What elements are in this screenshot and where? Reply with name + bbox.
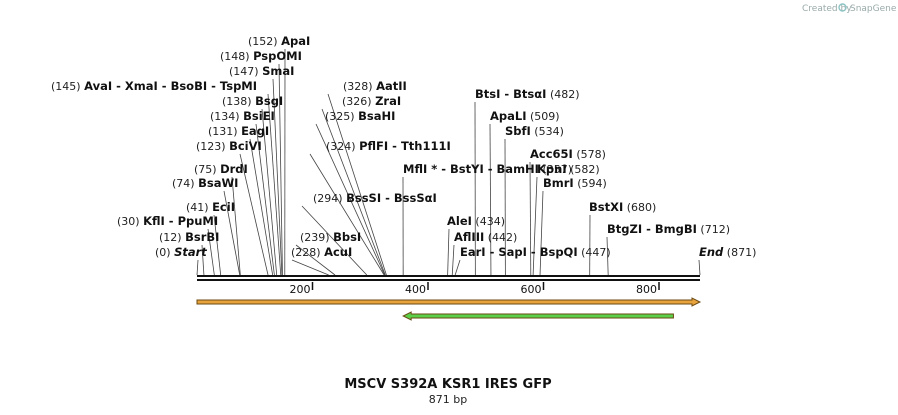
site-label[interactable]: Acc65I (578) xyxy=(530,147,606,161)
site-connector xyxy=(315,123,386,276)
site-label[interactable]: SbfI (534) xyxy=(505,124,564,138)
site-label[interactable]: (0) Start xyxy=(155,245,207,259)
features xyxy=(196,297,702,321)
site-connector xyxy=(261,108,278,276)
site-connector xyxy=(529,161,532,276)
site-label[interactable]: (131) EagI xyxy=(208,124,269,138)
site-label[interactable]: (325) BsaHI xyxy=(325,109,395,123)
site-label[interactable]: (134) BsiEI xyxy=(210,109,275,123)
site-label[interactable]: BmrI (594) xyxy=(543,176,607,190)
site-label[interactable]: ApaLI (509) xyxy=(490,109,560,123)
site-connector xyxy=(249,138,274,276)
site-label[interactable]: (147) SmaI xyxy=(229,64,294,78)
site-label[interactable]: (152) ApaI xyxy=(248,34,310,48)
site-label[interactable]: (228) AcuI xyxy=(291,245,352,259)
site-label[interactable]: AflIII (442) xyxy=(454,230,517,244)
ruler-ticks: 200 400 600 800 xyxy=(289,282,660,296)
site-connector xyxy=(539,190,544,276)
site-labels: (0) Start(12) BsrBI (30) KflI - PpuMI(41)… xyxy=(51,34,756,259)
site-label[interactable]: (12) BsrBI xyxy=(159,230,219,244)
site-connector xyxy=(231,176,241,276)
site-connector xyxy=(255,123,275,276)
site-connector xyxy=(451,244,455,276)
ruler-tick-label: 600 xyxy=(520,283,541,296)
site-label[interactable]: (148) PspOMI xyxy=(220,49,302,63)
site-label[interactable]: (324) PflFI - Tth111I xyxy=(326,139,451,153)
site-label[interactable]: (74) BsaWI xyxy=(172,176,238,190)
site-label[interactable]: BtsI - BtsαI (482) xyxy=(475,87,580,101)
orange-feature[interactable] xyxy=(196,297,702,307)
site-connector xyxy=(454,259,461,276)
site-connector xyxy=(278,63,283,276)
site-label[interactable]: (294) BssSI - BssSαI xyxy=(313,191,437,205)
site-label[interactable]: (75) DrdI xyxy=(194,162,248,176)
site-label[interactable]: (123) BciVI xyxy=(196,139,262,153)
site-connector xyxy=(447,228,450,276)
site-connector xyxy=(207,228,215,276)
map-length: 871 bp xyxy=(429,393,467,406)
brand-created-by: Created by xyxy=(802,4,852,14)
site-connector xyxy=(321,108,386,276)
ruler-tick-label: 400 xyxy=(405,283,426,296)
gfp-feature[interactable] xyxy=(402,311,674,321)
map-title: MSCV S392A KSR1 IRES GFP xyxy=(344,377,551,392)
site-label[interactable]: End (871) xyxy=(699,245,756,259)
site-connector xyxy=(223,190,241,276)
backbone xyxy=(197,275,700,281)
site-connector xyxy=(267,93,282,276)
site-connector xyxy=(698,259,701,276)
site-label[interactable]: (138) BsgI xyxy=(222,94,283,108)
site-connector xyxy=(239,153,269,276)
site-label[interactable]: MflI * - BstYI - BamHI (357) xyxy=(403,162,572,176)
site-connector xyxy=(213,214,222,276)
site-connector xyxy=(327,93,387,276)
ruler-tick-label: 200 xyxy=(289,283,310,296)
site-label[interactable]: BstXI (680) xyxy=(589,200,656,214)
site-connector xyxy=(196,259,199,276)
site-label[interactable]: AleI (434) xyxy=(447,214,505,228)
site-label[interactable]: (41) EciI xyxy=(186,200,235,214)
snapgene-logo-icon xyxy=(838,3,847,12)
brand-app-name: SnapGene xyxy=(850,4,897,14)
site-connector xyxy=(301,205,368,276)
site-connector xyxy=(489,123,492,276)
site-label[interactable]: EarI - SapI - BspQI (447) xyxy=(460,245,611,259)
site-connector xyxy=(532,176,538,276)
site-label[interactable]: (328) AatII xyxy=(343,79,407,93)
site-connector xyxy=(272,78,283,276)
ruler-tick-label: 800 xyxy=(636,283,657,296)
site-lines xyxy=(196,48,701,276)
site-connector xyxy=(606,236,609,276)
snapgene-brand: Created by SnapGene xyxy=(802,3,897,14)
site-connector xyxy=(295,244,336,276)
site-connector xyxy=(309,153,385,276)
site-connector xyxy=(201,244,205,276)
site-label[interactable]: KpnI (582) xyxy=(537,162,600,176)
site-label[interactable]: BtgZI - BmgBI (712) xyxy=(607,222,730,236)
site-label[interactable]: (30) KflI - PpuMI xyxy=(117,214,218,228)
site-connector xyxy=(291,259,329,276)
site-label[interactable]: (239) BbsI xyxy=(300,230,361,244)
site-label[interactable]: (326) ZraI xyxy=(342,94,401,108)
site-label[interactable]: (145) AvaI - XmaI - BsoBI - TspMI xyxy=(51,79,257,93)
